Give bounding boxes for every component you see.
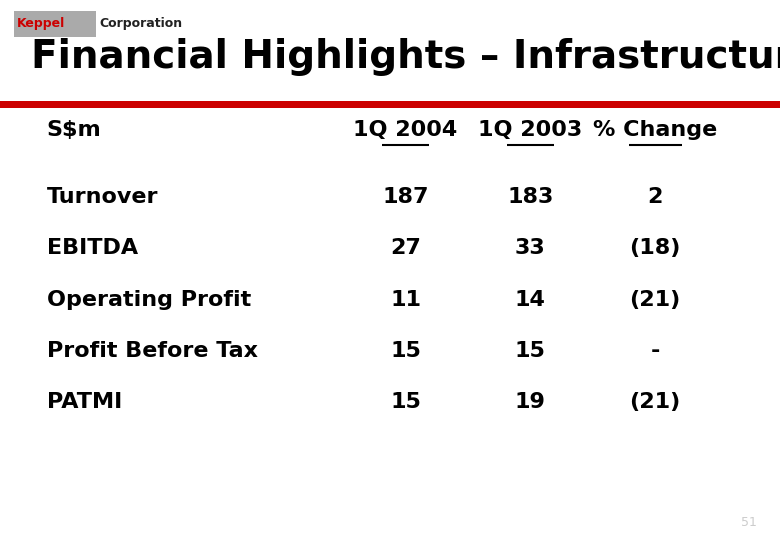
Text: Keppel: Keppel (17, 17, 66, 30)
Text: 2: 2 (647, 187, 663, 207)
Text: EBITDA: EBITDA (47, 238, 138, 259)
Text: 19: 19 (515, 392, 546, 413)
Text: 51: 51 (741, 516, 757, 529)
Text: 1Q 2004: 1Q 2004 (353, 119, 458, 140)
Text: 27: 27 (390, 238, 421, 259)
Text: Corporation: Corporation (100, 17, 183, 30)
Text: 1Q 2003: 1Q 2003 (478, 119, 583, 140)
Text: 15: 15 (515, 341, 546, 361)
Text: % Change: % Change (593, 119, 718, 140)
Text: (21): (21) (629, 289, 681, 310)
Text: Financial Highlights – Infrastructure: Financial Highlights – Infrastructure (31, 38, 780, 76)
Text: 15: 15 (390, 392, 421, 413)
Text: S$m: S$m (47, 119, 101, 140)
Text: 183: 183 (507, 187, 554, 207)
Text: Turnover: Turnover (47, 187, 158, 207)
Bar (0, 101, 780, 108)
Text: -: - (651, 341, 660, 361)
Text: Profit Before Tax: Profit Before Tax (47, 341, 258, 361)
Text: 33: 33 (515, 238, 546, 259)
FancyBboxPatch shape (14, 11, 96, 37)
Text: 187: 187 (382, 187, 429, 207)
Text: (18): (18) (629, 238, 681, 259)
Text: (21): (21) (629, 392, 681, 413)
Text: PATMI: PATMI (47, 392, 122, 413)
Text: Operating Profit: Operating Profit (47, 289, 251, 310)
Text: 14: 14 (515, 289, 546, 310)
Text: 15: 15 (390, 341, 421, 361)
Text: 11: 11 (390, 289, 421, 310)
